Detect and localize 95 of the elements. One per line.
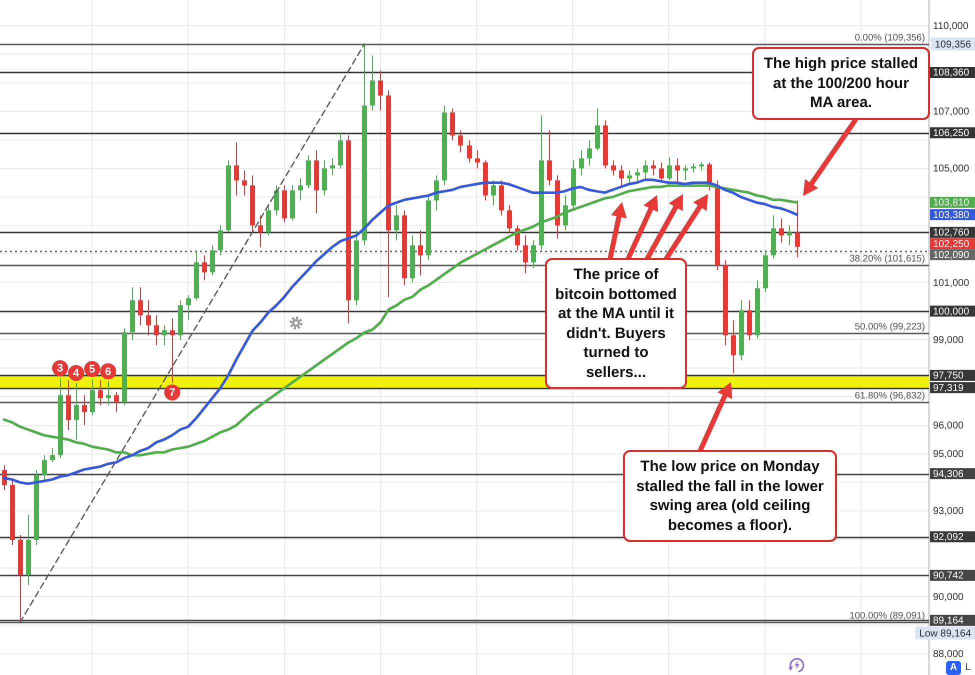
candlestick (635, 168, 640, 183)
text: 3 (57, 362, 64, 375)
candlestick (298, 178, 303, 201)
candlestick (523, 234, 528, 274)
text: 6 (105, 366, 112, 378)
candlestick (643, 160, 648, 179)
y-tick-label: 106,250 (933, 128, 970, 139)
y-tick-label: 107,000 (933, 106, 970, 118)
candlestick (242, 170, 247, 196)
y-tick-label: 102,090 (933, 250, 970, 261)
candlestick (234, 142, 239, 196)
candlestick (611, 160, 616, 176)
candlestick (418, 230, 423, 276)
y-tick-label: 102,250 (933, 238, 970, 250)
candlestick (162, 324, 167, 346)
y-tick-label: 105,000 (933, 164, 970, 175)
ref-line-label: 38.20% (101,615) (849, 253, 925, 264)
candlestick (74, 382, 79, 441)
candlestick (210, 244, 215, 276)
candlestick (667, 156, 672, 181)
y-tick-label: 101,000 (933, 278, 970, 289)
candlestick (651, 160, 656, 176)
ref-line-label: 61.80% (96,832) (854, 390, 925, 402)
y-tick-label: 108,360 (933, 68, 970, 79)
y-tick-label: 93,000 (933, 506, 964, 518)
candlestick (322, 160, 327, 196)
y-tick-label: 88,000 (933, 648, 964, 660)
y-tick-label: 94,306 (933, 468, 964, 480)
ref-line-label: 0.00% (109,356) (854, 32, 925, 44)
candlestick (82, 394, 87, 426)
y-tick-label: 100,000 (933, 306, 970, 318)
candlestick (675, 158, 680, 183)
candlestick (330, 158, 335, 176)
candlestick (795, 200, 800, 258)
candlestick (170, 318, 175, 383)
candlestick (394, 204, 399, 241)
annotation: The price of bitcoin bottomed at the MA until it didn't. Buyers turned to sellers... (545, 258, 687, 389)
text: 7 (169, 386, 176, 399)
y-tick-label: 97,750 (933, 370, 964, 382)
candlestick (467, 140, 472, 163)
candlestick (458, 130, 463, 153)
y-tick-label: 103,380 (933, 210, 970, 221)
y-tick-label: 90,742 (933, 570, 964, 582)
candlestick (106, 380, 111, 406)
candlestick (50, 448, 55, 463)
candlestick (787, 224, 792, 246)
candlestick (146, 300, 151, 336)
y-tick-label: 102,760 (933, 228, 970, 239)
candlestick (507, 204, 512, 233)
candlestick (258, 214, 263, 248)
candlestick (579, 150, 584, 176)
y-tick-label: 96,000 (933, 420, 964, 432)
y-tick-label: 110,000 (933, 20, 969, 32)
candlestick (114, 392, 119, 413)
y-tick-label: 89,164 (933, 616, 964, 627)
candlestick (98, 380, 103, 406)
ref-line-label: 50.00% (99,223) (854, 321, 925, 332)
candlestick (138, 286, 143, 326)
candlestick (266, 204, 271, 236)
candlestick (186, 294, 191, 321)
candlestick (202, 254, 207, 281)
candlestick (587, 140, 592, 166)
candlestick (378, 70, 383, 111)
annotation: Low 89,164 (919, 628, 972, 640)
y-tick-label: 92,092 (933, 532, 964, 544)
ref-line-label: 100.00% (89,091) (849, 610, 925, 622)
candlestick (154, 314, 159, 346)
candlestick (619, 164, 624, 186)
candlestick (595, 108, 600, 151)
candlestick (659, 162, 664, 183)
candlestick (90, 378, 95, 416)
candlestick (531, 240, 536, 269)
candlestick (547, 130, 552, 186)
y-tick-label: 99,000 (933, 334, 964, 346)
text: L (964, 661, 972, 675)
candlestick (274, 184, 279, 216)
y-tick-label: 97,319 (933, 382, 964, 394)
candlestick (218, 224, 223, 256)
annotation: The high price stalled at the 100/200 hour MA area. (752, 47, 930, 120)
text: 5 (89, 364, 96, 376)
candlestick (731, 320, 736, 374)
candlestick (42, 454, 47, 481)
candlestick (683, 164, 688, 181)
text: 109,356 (934, 39, 972, 50)
candlestick (779, 218, 784, 243)
candlestick (475, 150, 480, 169)
y-tick-label: 90,000 (933, 592, 964, 603)
y-tick-label: 95,000 (933, 449, 964, 460)
candlestick (627, 170, 632, 186)
text: A (946, 661, 961, 675)
text: 4 (73, 368, 80, 380)
annotation: The low price on Monday stalled the fall in the lower swing area (old ceiling becomes a floor). (623, 450, 837, 542)
y-tick-label: 103,810 (933, 198, 970, 209)
candlestick (491, 180, 496, 206)
candlestick (450, 108, 455, 141)
